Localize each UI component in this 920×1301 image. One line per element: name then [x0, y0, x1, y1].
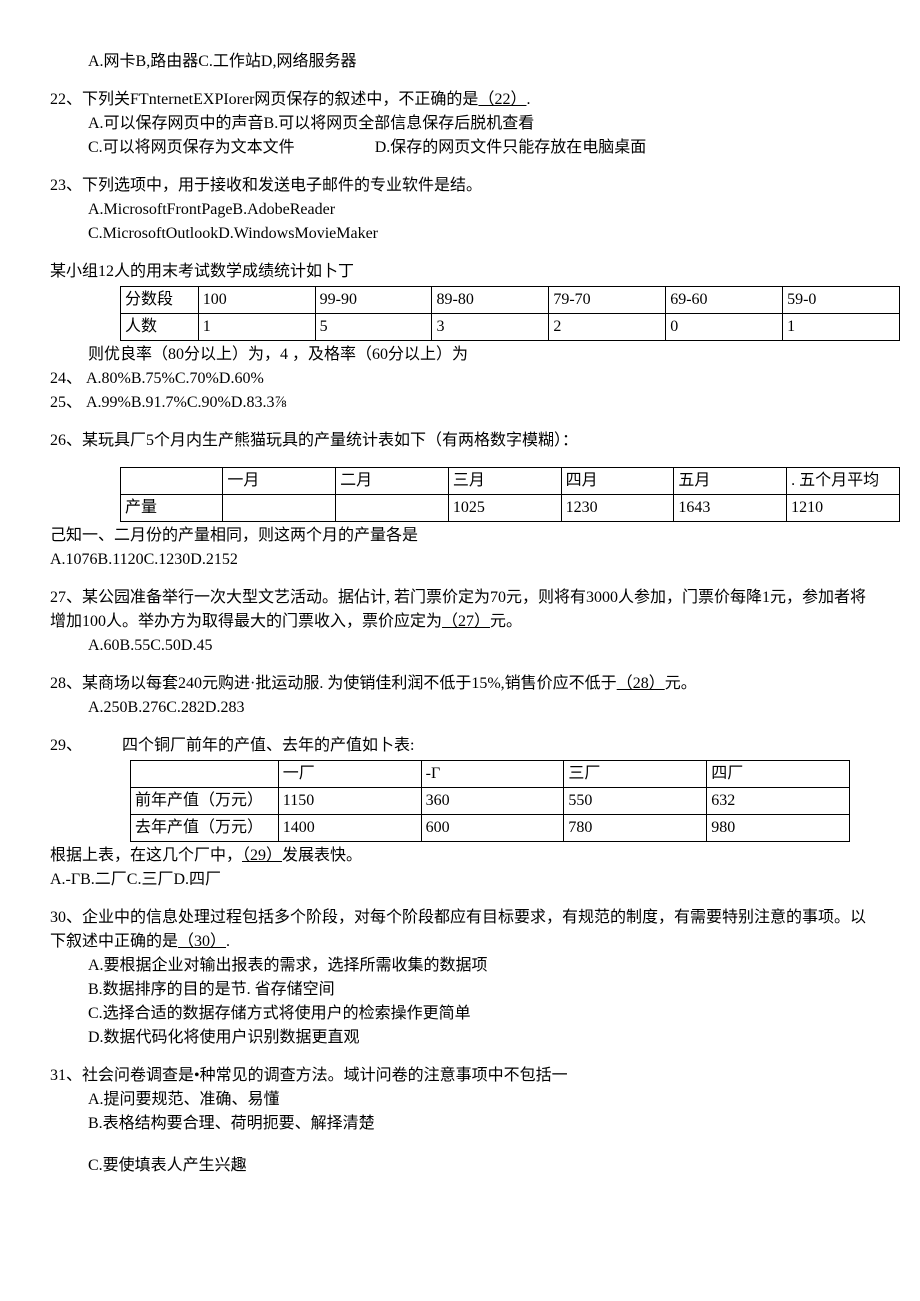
- q25: 25、 A.99%B.91.7%C.90%D.83.3⅞: [50, 391, 870, 415]
- t2r1c5: 四月: [561, 468, 674, 495]
- q28-opt: A.250B.276C.282D.283: [88, 699, 244, 716]
- q22-stem: 下列关FTnternetEXPIorer网页保存的叙述中，不正确的是: [82, 91, 478, 108]
- q30-blank: （30）: [178, 933, 226, 950]
- after-table2-line2: A.1076B.1120C.1230D.2152: [50, 548, 870, 572]
- t2r1c4: 三月: [448, 468, 561, 495]
- q21-options: A.网卡B,路由器C.工作站D,网络服务器: [88, 53, 356, 70]
- q31-stem: 社会问卷调查是•种常见的调查方法。域计问卷的注意事项中不包括一: [82, 1067, 568, 1084]
- q28-blank: （28）: [617, 675, 665, 692]
- q31-optA: A.提问要规范、准确、易懂: [88, 1091, 280, 1108]
- t3r3c3: 600: [421, 815, 564, 842]
- t1r1c7: 59-0: [783, 287, 900, 314]
- t1r2c2: 1: [198, 314, 315, 341]
- t3r1c3: -Γ: [421, 761, 564, 788]
- q22-optA: A.可以保存网页中的声音B.可以将网页全部信息保存后脱机查看: [88, 115, 534, 132]
- q22-end: .: [526, 91, 530, 108]
- t3r1c5: 四厂: [707, 761, 850, 788]
- t1r1c3: 99-90: [315, 287, 432, 314]
- t2r1c6: 五月: [674, 468, 787, 495]
- q31-optB: B.表格结构要合理、荷明扼要、解择清楚: [88, 1115, 375, 1132]
- q27-opt: A.60B.55C.50D.45: [88, 637, 212, 654]
- q31-optC: C.要使填表人产生兴趣: [88, 1157, 247, 1174]
- q22-num: 22、: [50, 91, 82, 108]
- t1r1c4: 89-80: [432, 287, 549, 314]
- t1r2c4: 3: [432, 314, 549, 341]
- t1r1c6: 69-60: [666, 287, 783, 314]
- q26-stem: 某玩具厂5个月内生产熊猫玩具的产量统计表如下（有两格数字模糊）：: [82, 432, 578, 449]
- t2r1c7: . 五个月平均: [787, 468, 900, 495]
- t3r1c1: [131, 761, 279, 788]
- t3r3c1: 去年产值（万元）: [131, 815, 279, 842]
- t3r2c4: 550: [564, 788, 707, 815]
- q27-end: 元。: [490, 613, 522, 630]
- q23-stem: 下列选项中，用于接收和发送电子邮件的专业软件是结。: [82, 177, 482, 194]
- t3r2c1: 前年产值（万元）: [131, 788, 279, 815]
- t2r2c6: 1643: [674, 495, 787, 522]
- q28-num: 28、: [50, 675, 82, 692]
- after-table1: 则优良率（80分以上）为，4 ，及格率（60分以上）为: [88, 346, 468, 363]
- t2r2c4: 1025: [448, 495, 561, 522]
- q30-optB: B.数据排序的目的是节. 省存储空间: [88, 981, 335, 998]
- table1-intro: 某小组12人的用末考试数学成绩统计如卜丁: [50, 263, 354, 280]
- score-table: 分数段 100 99-90 89-80 79-70 69-60 59-0 人数 …: [120, 286, 900, 341]
- q23-optA: A.MicrosoftFrontPageB.AdobeReader: [88, 201, 335, 218]
- t3r2c3: 360: [421, 788, 564, 815]
- factory-table: 一厂 -Γ 三厂 四厂 前年产值（万元） 1150 360 550 632 去年…: [130, 760, 850, 842]
- t3r2c5: 632: [707, 788, 850, 815]
- t2r2c7: 1210: [787, 495, 900, 522]
- t2r2c2: [223, 495, 336, 522]
- q27-blank: （27）: [442, 613, 490, 630]
- q31-num: 31、: [50, 1067, 82, 1084]
- t1r2c5: 2: [549, 314, 666, 341]
- after-table3-post: 发展表快。: [282, 847, 362, 864]
- t2r2c3: [336, 495, 449, 522]
- q30-optC: C.选择合适的数据存储方式将使用户的检索操作更简单: [88, 1005, 471, 1022]
- t2r1c2: 一月: [223, 468, 336, 495]
- q22-optD: D.保存的网页文件只能存放在电脑桌面: [375, 139, 647, 156]
- t3r1c4: 三厂: [564, 761, 707, 788]
- t3r3c4: 780: [564, 815, 707, 842]
- q24: 24、 A.80%B.75%C.70%D.60%: [50, 367, 870, 391]
- t1r2c7: 1: [783, 314, 900, 341]
- t3r3c5: 980: [707, 815, 850, 842]
- t1r1c1: 分数段: [121, 287, 199, 314]
- q28-stem: 某商场以每套240元购进·批运动服. 为使销佳利润不低于15%,销售价应不低于: [82, 675, 617, 692]
- after-table3-pre: 根据上表，在这几个厂中，: [50, 847, 242, 864]
- after-table3-opt: A.-ΓB.二厂C.三厂D.四厂: [50, 868, 870, 892]
- q30-end: .: [226, 933, 230, 950]
- t1r2c1: 人数: [121, 314, 199, 341]
- q30-optD: D.数据代码化将使用户识别数据更直观: [88, 1029, 360, 1046]
- after-table2-line1: 己知一、二月份的产量相同，则这两个月的产量各是: [50, 524, 870, 548]
- t2r1c3: 二月: [336, 468, 449, 495]
- q29-stem: 四个铜厂前年的产值、去年的产值如卜表:: [122, 737, 414, 754]
- t3r3c2: 1400: [278, 815, 421, 842]
- q23-num: 23、: [50, 177, 82, 194]
- q28-end: 元。: [665, 675, 697, 692]
- t2r2c1: 产量: [121, 495, 223, 522]
- q26-num: 26、: [50, 432, 82, 449]
- q30-num: 30、: [50, 909, 82, 926]
- t3r2c2: 1150: [278, 788, 421, 815]
- q22-optC: C.可以将网页保存为文本文件: [88, 139, 295, 156]
- after-table3-blank: （29）: [242, 847, 282, 864]
- t1r1c5: 79-70: [549, 287, 666, 314]
- q27-num: 27、: [50, 589, 82, 606]
- t1r2c6: 0: [666, 314, 783, 341]
- t1r2c3: 5: [315, 314, 432, 341]
- t3r1c2: 一厂: [278, 761, 421, 788]
- t2r1c1: [121, 468, 223, 495]
- q29-num: 29、: [50, 737, 82, 754]
- q22-blank: （22）: [478, 91, 526, 108]
- t1r1c2: 100: [198, 287, 315, 314]
- t2r2c5: 1230: [561, 495, 674, 522]
- q30-optA: A.要根据企业对输出报表的需求，选择所需收集的数据项: [88, 957, 488, 974]
- q23-optC: C.MicrosoftOutlookD.WindowsMovieMaker: [88, 225, 378, 242]
- production-table: 一月 二月 三月 四月 五月 . 五个月平均 产量 1025 1230 1643…: [120, 467, 900, 522]
- q30-stem: 企业中的信息处理过程包括多个阶段，对每个阶段都应有目标要求，有规范的制度，有需要…: [50, 909, 866, 950]
